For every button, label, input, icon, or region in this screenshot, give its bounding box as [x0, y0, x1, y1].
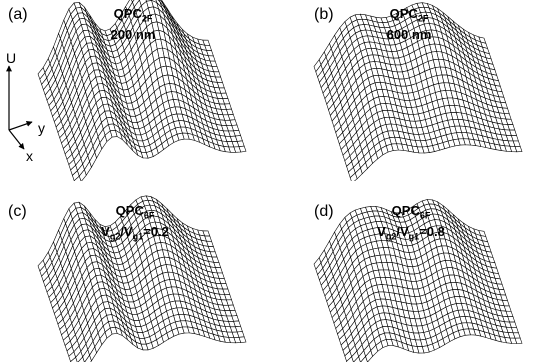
panel-label: (d)	[314, 203, 334, 220]
surface-mesh-cell	[132, 0, 140, 8]
surface-mesh-cell	[238, 336, 247, 343]
panel-label: (b)	[314, 6, 334, 23]
surface-mesh-cell	[353, 356, 361, 362]
u-axis-label: U	[6, 50, 17, 66]
panel-title: QPC6F Vg2/Vg1=0.2	[101, 203, 169, 242]
surface-plot-c	[37, 195, 247, 362]
panel-label: (c)	[8, 203, 27, 220]
surface-plot-a	[37, 0, 247, 181]
axis-triad	[6, 65, 33, 150]
panel-c: (c) QPC6F Vg2/Vg1=0.2	[0, 181, 275, 362]
x-axis-label: x	[26, 148, 33, 164]
panel-label: (a)	[8, 6, 28, 23]
panel-d: (d) QPC6F Vg2/Vg1=0.8	[276, 181, 551, 362]
surface-plot-b	[313, 2, 523, 181]
panel-title: QPC6F Vg2/Vg1=0.8	[377, 203, 445, 242]
x-axis-arrow	[8, 129, 25, 150]
surface-mesh-cell	[238, 145, 247, 153]
surface-plot-d	[313, 199, 523, 362]
panel-b: (b) QPC2F 600 nm	[276, 0, 551, 181]
panel-a: (a) QPC2F 200 nm	[0, 0, 275, 181]
surface-mesh-cell	[70, 356, 78, 362]
surface-mesh-cell	[346, 356, 354, 362]
panel-title: QPC2F 600 nm	[386, 6, 432, 42]
y-axis-label: y	[38, 120, 45, 136]
surface-mesh-cell	[514, 337, 523, 344]
y-axis-arrow	[8, 120, 33, 131]
surface-mesh-cell	[73, 175, 82, 181]
panel-title: QPC2F 200 nm	[110, 6, 156, 42]
surface-mesh-cell	[514, 145, 523, 153]
